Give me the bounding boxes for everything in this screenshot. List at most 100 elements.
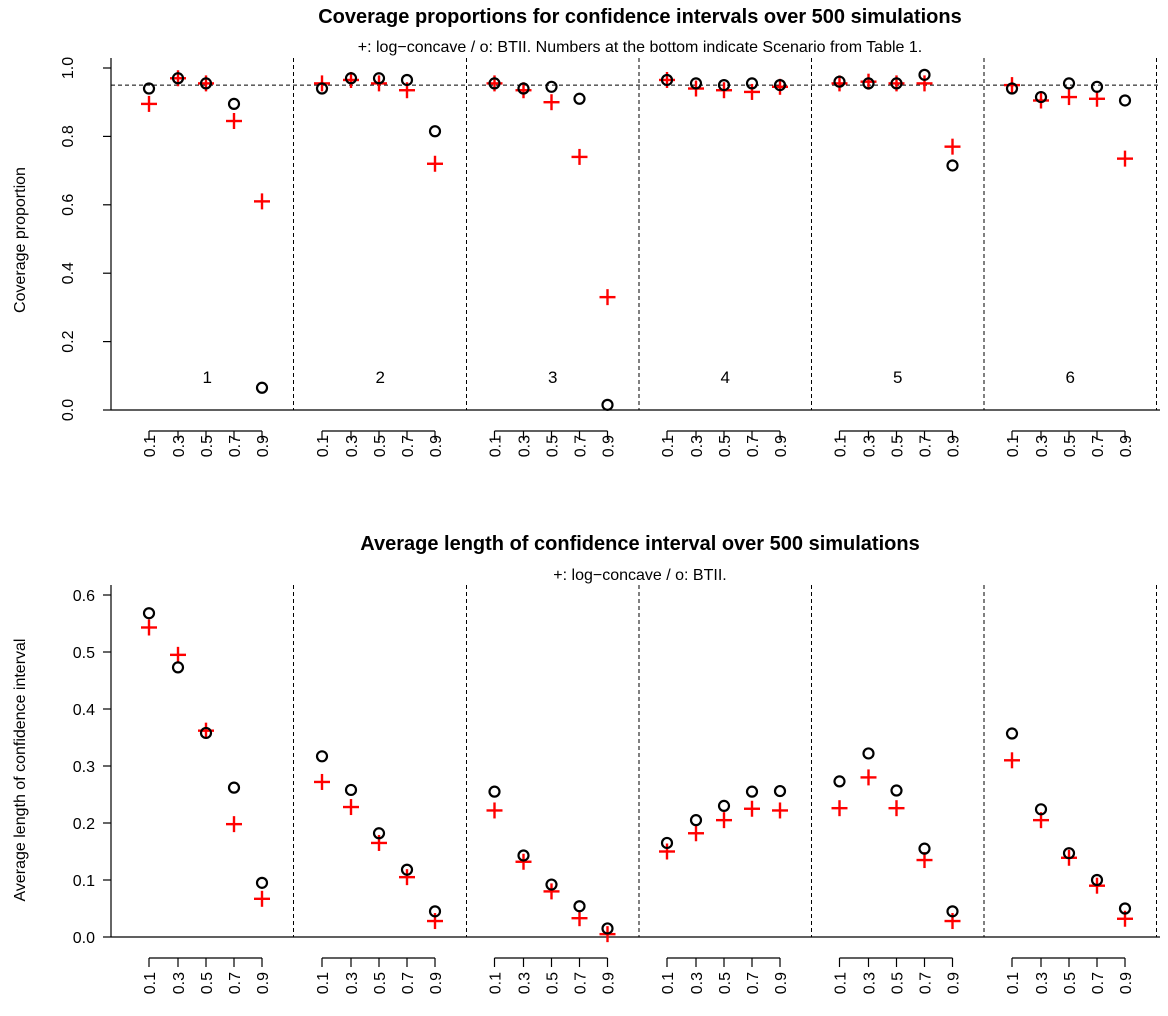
top-x-tick-label: 0.5 [545, 435, 562, 457]
top-btii-point [372, 72, 386, 85]
top-btii-point [517, 82, 530, 95]
bottom-x-tick-label: 0.9 [946, 972, 963, 994]
top-x-tick-label: 0.9 [946, 435, 963, 457]
bottom-y-tick-label: 0.2 [73, 816, 95, 833]
top-btii-point [1090, 80, 1104, 93]
bottom-x-tick-label: 0.7 [745, 972, 762, 994]
bottom-logconcave-point [772, 802, 788, 819]
top-logconcave-point [944, 138, 961, 155]
top-y-tick-label: 0.2 [60, 330, 77, 352]
top-btii-point [833, 75, 846, 88]
bottom-chart-title: Average length of confidence interval ov… [360, 533, 919, 555]
top-logconcave-point [571, 148, 588, 165]
top-x-tick-label: 0.3 [517, 435, 534, 457]
bottom-x-tick-label: 0.3 [344, 972, 361, 994]
top-x-tick-label: 0.7 [1090, 435, 1107, 457]
top-btii-point [1062, 77, 1076, 90]
bottom-logconcave-point [399, 869, 415, 886]
top-x-tick-label: 0.1 [142, 435, 159, 457]
top-x-tick-label: 0.1 [488, 435, 505, 457]
top-x-tick-label: 0.5 [890, 435, 907, 457]
top-btii-point [171, 72, 185, 85]
bottom-logconcave-point [254, 890, 270, 907]
bottom-btii-point [717, 799, 731, 813]
bottom-btii-point [315, 750, 329, 763]
top-btii-point [488, 77, 501, 90]
top-scenario-label: 4 [721, 368, 730, 387]
bottom-y-axis-label: Average length of confidence interval [12, 639, 29, 902]
top-x-tick-label: 0.9 [1118, 435, 1135, 457]
bottom-x-tick-label: 0.3 [517, 972, 534, 994]
top-x-tick-label: 0.5 [199, 435, 216, 457]
top-btii-point [946, 159, 959, 172]
bottom-btii-point [1005, 727, 1019, 740]
top-scenario-label: 2 [376, 368, 385, 387]
bottom-btii-point [255, 876, 269, 889]
bottom-btii-point [199, 726, 213, 740]
bottom-x-tick-label: 0.5 [372, 972, 389, 994]
top-btii-point [745, 77, 759, 90]
top-x-tick-label: 0.7 [745, 435, 762, 457]
top-x-tick-label: 0.9 [428, 435, 445, 457]
bottom-y-tick-label: 0.5 [73, 645, 95, 662]
bottom-logconcave-point [515, 853, 532, 870]
top-btii-point [890, 77, 903, 90]
top-btii-point [773, 78, 787, 92]
top-scenario-label: 1 [203, 368, 212, 387]
top-scenario-label: 5 [893, 368, 902, 387]
top-logconcave-point [1061, 89, 1077, 106]
top-btii-point [199, 77, 213, 90]
top-x-tick-label: 0.7 [400, 435, 417, 457]
top-btii-point [344, 72, 358, 85]
top-x-tick-label: 0.1 [660, 435, 677, 457]
bottom-x-tick-label: 0.5 [890, 972, 907, 994]
bottom-btii-point [862, 747, 875, 760]
bottom-logconcave-point [860, 769, 877, 786]
bottom-logconcave-point [888, 800, 905, 817]
bottom-btii-point [946, 905, 959, 918]
top-x-tick-label: 0.7 [918, 435, 935, 457]
bottom-btii-point [918, 842, 931, 855]
bottom-logconcave-point [543, 883, 560, 900]
bottom-x-tick-label: 0.1 [1005, 972, 1022, 994]
top-btii-point [1034, 90, 1048, 104]
bottom-btii-point [545, 878, 558, 891]
bottom-x-tick-label: 0.1 [315, 972, 332, 994]
top-x-tick-label: 0.1 [315, 435, 332, 457]
bottom-btii-point [773, 784, 787, 798]
top-btii-point [545, 80, 558, 93]
top-x-tick-label: 0.5 [717, 435, 734, 457]
bottom-btii-point [372, 827, 386, 840]
bottom-x-tick-label: 0.7 [573, 972, 590, 994]
bottom-btii-point [517, 849, 530, 862]
bottom-btii-point [400, 863, 414, 876]
top-btii-point [918, 68, 931, 81]
bottom-logconcave-point [1004, 752, 1020, 769]
bottom-btii-point [689, 814, 703, 827]
bottom-y-tick-label: 0.1 [73, 873, 95, 890]
bottom-x-tick-label: 0.3 [862, 972, 879, 994]
bottom-logconcave-point [744, 800, 760, 817]
top-x-tick-label: 0.1 [833, 435, 850, 457]
bottom-btii-point [142, 607, 156, 620]
bottom-x-tick-label: 0.9 [428, 972, 445, 994]
bottom-btii-point [1090, 873, 1104, 887]
bottom-x-tick-label: 0.7 [918, 972, 935, 994]
top-btii-point [862, 77, 875, 90]
top-x-tick-label: 0.5 [1062, 435, 1079, 457]
bottom-btii-point [1034, 803, 1048, 816]
bottom-logconcave-point [659, 843, 675, 860]
top-logconcave-point [141, 95, 157, 112]
top-scenario-label: 6 [1066, 368, 1075, 387]
top-btii-point [573, 92, 586, 105]
top-y-tick-label: 0.6 [60, 194, 77, 216]
bottom-x-tick-label: 0.9 [601, 972, 618, 994]
bottom-btii-point [890, 784, 903, 797]
bottom-btii-point [488, 785, 501, 798]
top-btii-point [1118, 94, 1132, 107]
bottom-btii-point [428, 905, 442, 918]
bottom-y-tick-label: 0.4 [73, 702, 95, 719]
top-logconcave-point [1004, 77, 1020, 94]
bottom-x-tick-label: 0.3 [689, 972, 706, 994]
top-logconcave-point [599, 289, 616, 306]
